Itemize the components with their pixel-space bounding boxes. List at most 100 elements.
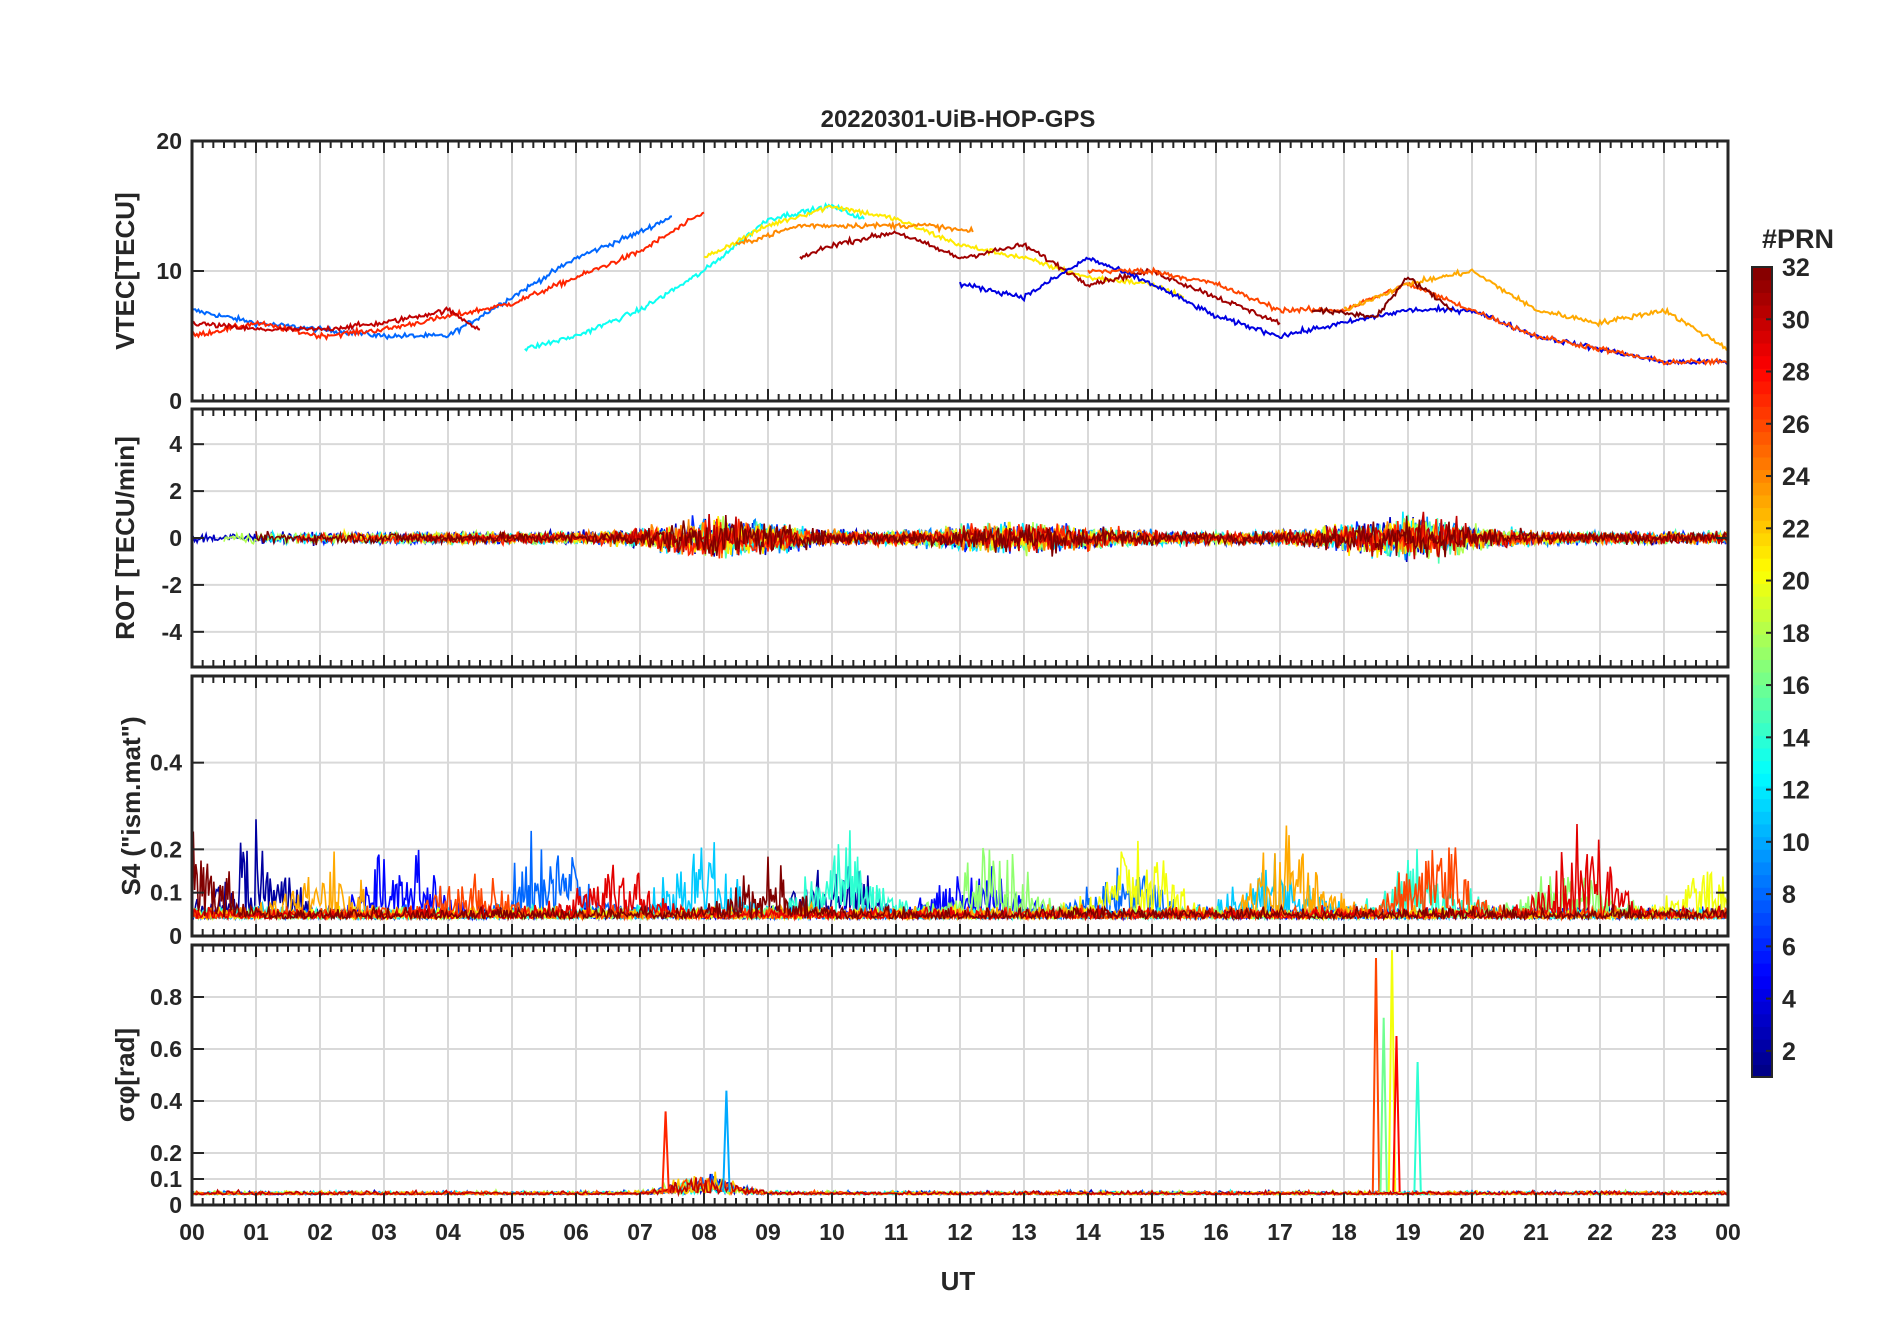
- colorbar-segment: [1752, 1001, 1772, 1015]
- y-axis-label: σφ[rad]: [110, 1028, 140, 1122]
- panel-2: -4 -2 0 2 4 ROT [TECU/min]: [110, 407, 1730, 669]
- x-tick-label: 05: [499, 1219, 525, 1245]
- colorbar-segment: [1752, 292, 1772, 306]
- vtec-trace-prn-26: [1087, 266, 1728, 367]
- colorbar-segment: [1752, 925, 1772, 939]
- y-tick-label: -2: [162, 572, 182, 598]
- x-tick-label: 13: [1011, 1219, 1037, 1245]
- x-ticks: [191, 409, 1729, 667]
- colorbar-tick-label: 22: [1782, 515, 1810, 543]
- colorbar-segment: [1752, 823, 1772, 838]
- y-tick-label: 4: [169, 431, 182, 457]
- colorbar-segment: [1752, 304, 1772, 319]
- colorbar-tick-label: 12: [1782, 777, 1810, 805]
- y-axis-label: S4 ("ism.mat"): [116, 716, 146, 895]
- colorbar-segment: [1752, 368, 1772, 382]
- colorbar-segment: [1752, 937, 1772, 952]
- sigma-spike: [1413, 1061, 1422, 1193]
- x-tick-label: 21: [1523, 1219, 1549, 1245]
- y-tick-label: 0.6: [150, 1036, 182, 1062]
- colorbar-segment: [1752, 1013, 1772, 1027]
- y-tick-label: 0.1: [150, 1166, 182, 1192]
- x-tick-label: 07: [627, 1219, 653, 1245]
- colorbar-tick-label: 24: [1782, 463, 1810, 491]
- colorbar-segment: [1752, 634, 1772, 648]
- colorbar-segment: [1752, 747, 1772, 762]
- y-tick-label: 0.4: [150, 750, 182, 776]
- x-tick-label: 02: [307, 1219, 333, 1245]
- x-tick-label: 15: [1139, 1219, 1165, 1245]
- colorbar-segment: [1752, 849, 1772, 863]
- colorbar-segment: [1752, 1051, 1772, 1065]
- colorbar-segment: [1752, 773, 1772, 787]
- sigma-spike: [661, 1111, 670, 1193]
- colorbar-segment: [1752, 317, 1772, 331]
- x-tick-label: 06: [563, 1219, 589, 1245]
- colorbar-segment: [1752, 532, 1772, 547]
- x-tick-label: 09: [755, 1219, 781, 1245]
- x-tick-label: 17: [1267, 1219, 1293, 1245]
- colorbar-tick-label: 32: [1782, 254, 1810, 282]
- colorbar-segment: [1752, 583, 1772, 597]
- colorbar-tick-label: 30: [1782, 306, 1810, 334]
- colorbar-tick-label: 14: [1782, 724, 1810, 752]
- colorbar-segment: [1752, 836, 1772, 850]
- colorbar-segment: [1752, 393, 1772, 407]
- sigma-spike: [722, 1090, 731, 1193]
- data-layer: [192, 511, 1728, 564]
- colorbar-segment: [1752, 596, 1772, 610]
- colorbar-segment: [1752, 456, 1772, 471]
- s4-trace-prn-29: [192, 823, 1728, 922]
- colorbar-segment: [1752, 697, 1772, 711]
- colorbar-tick-label: 6: [1782, 933, 1796, 961]
- colorbar-frame: [1751, 266, 1773, 1078]
- x-tick-label: 22: [1587, 1219, 1613, 1245]
- data-layer: [192, 202, 1728, 367]
- colorbar-segment: [1752, 1026, 1772, 1040]
- y-tick-label: 20: [156, 128, 182, 154]
- y-tick-label: -4: [162, 619, 183, 645]
- x-tick-label: 00: [1715, 1219, 1741, 1245]
- colorbar-segment: [1752, 621, 1772, 635]
- y-tick-label: 0.8: [150, 984, 182, 1010]
- colorbar-tick-label: 28: [1782, 359, 1810, 387]
- vtec-trace-prn-27: [192, 211, 705, 342]
- vtec-trace-prn-30: [192, 306, 481, 333]
- colorbar-tick-label: 26: [1782, 411, 1810, 439]
- colorbar-tick-label: 18: [1782, 620, 1810, 648]
- x-tick-label: 12: [947, 1219, 973, 1245]
- vtec-trace-prn-31: [799, 230, 1281, 326]
- y-tick-label: 0: [169, 1192, 182, 1218]
- x-tick-label: 14: [1075, 1219, 1101, 1245]
- colorbar-segment: [1752, 785, 1772, 800]
- colorbar-tick-label: 2: [1782, 1038, 1796, 1066]
- y-tick-label: 2: [169, 478, 182, 504]
- grid: [191, 140, 1729, 402]
- colorbar-segment: [1752, 444, 1772, 458]
- x-tick-label: 19: [1395, 1219, 1421, 1245]
- colorbar-segment: [1752, 545, 1772, 559]
- x-ticks: [191, 945, 1729, 1205]
- x-tick-label: 00: [179, 1219, 205, 1245]
- colorbar-segment: [1752, 722, 1772, 736]
- colorbar-segment: [1752, 520, 1772, 534]
- colorbar-segment: [1752, 494, 1772, 509]
- colorbar-segment: [1752, 659, 1772, 673]
- colorbar-segment: [1752, 912, 1772, 926]
- figure-title: 20220301-UiB-HOP-GPS: [821, 106, 1096, 133]
- y-tick-label: 0: [169, 923, 182, 949]
- colorbar-segment: [1752, 672, 1772, 686]
- x-ticks: [191, 141, 1729, 401]
- y-axis-label: ROT [TECU/min]: [110, 436, 140, 640]
- s4-trace-prn-23: [192, 825, 1728, 922]
- vtec-trace-prn-8: [192, 215, 673, 341]
- colorbar-segment: [1752, 330, 1772, 344]
- colorbar-segment: [1752, 267, 1772, 281]
- x-tick-label: 23: [1651, 1219, 1677, 1245]
- grid: [191, 945, 1729, 1206]
- x-tick-label: 16: [1203, 1219, 1229, 1245]
- colorbar-segment: [1752, 735, 1772, 749]
- sigma-spike: [1379, 1017, 1388, 1193]
- colorbar-segment: [1752, 431, 1772, 445]
